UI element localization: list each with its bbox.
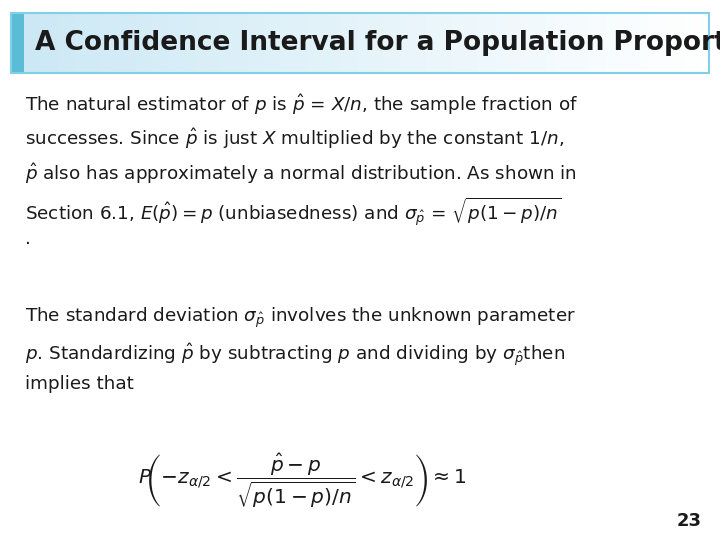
Bar — [392, 14, 401, 73]
Bar — [41, 14, 50, 73]
Bar — [324, 14, 332, 73]
Bar — [58, 14, 66, 73]
Bar — [555, 14, 564, 73]
Bar — [649, 14, 658, 73]
Bar — [641, 14, 649, 73]
Bar — [66, 14, 75, 73]
Bar — [101, 14, 109, 73]
Bar — [495, 14, 503, 73]
Bar — [683, 14, 692, 73]
Bar — [349, 14, 358, 73]
Bar — [127, 14, 135, 73]
Bar — [658, 14, 667, 73]
Bar — [230, 14, 238, 73]
Bar — [161, 14, 169, 73]
Bar — [178, 14, 186, 73]
Bar — [701, 14, 709, 73]
Bar — [75, 14, 84, 73]
Bar — [512, 14, 521, 73]
Bar — [529, 14, 538, 73]
Bar — [32, 14, 41, 73]
Bar — [624, 14, 632, 73]
Text: $p$. Standardizing $\hat{p}$ by subtracting $p$ and dividing by $\sigma_{\hat{p}: $p$. Standardizing $\hat{p}$ by subtract… — [25, 341, 565, 368]
Text: A Confidence Interval for a Population Proportion: A Confidence Interval for a Population P… — [35, 30, 720, 56]
Bar — [478, 14, 487, 73]
Bar — [281, 14, 289, 73]
Bar — [289, 14, 298, 73]
Bar — [11, 14, 709, 73]
Bar — [572, 14, 581, 73]
Bar — [298, 14, 307, 73]
Bar — [409, 14, 418, 73]
Bar — [272, 14, 281, 73]
Bar — [24, 14, 32, 73]
Bar — [632, 14, 641, 73]
Bar — [255, 14, 264, 73]
Bar — [606, 14, 615, 73]
Bar — [401, 14, 410, 73]
Text: .: . — [25, 230, 31, 248]
Bar — [426, 14, 435, 73]
Bar — [521, 14, 529, 73]
Text: implies that: implies that — [25, 375, 134, 393]
Bar — [92, 14, 101, 73]
Bar — [366, 14, 375, 73]
Bar — [461, 14, 469, 73]
Text: The standard deviation $\sigma_{\hat{p}}$ involves the unknown parameter: The standard deviation $\sigma_{\hat{p}}… — [25, 306, 576, 330]
Bar — [84, 14, 92, 73]
Bar — [307, 14, 315, 73]
Bar — [564, 14, 572, 73]
Text: Section 6.1, $E(\hat{p}) = p$ (unbiasedness) and $\sigma_{\hat{p}}$ = $\sqrt{p(1: Section 6.1, $E(\hat{p}) = p$ (unbiasedn… — [25, 195, 562, 228]
Bar — [135, 14, 144, 73]
Text: The natural estimator of $p$ is $\hat{p}$ = $X/n$, the sample fraction of: The natural estimator of $p$ is $\hat{p}… — [25, 92, 578, 117]
Bar — [109, 14, 118, 73]
Text: 23: 23 — [677, 512, 702, 530]
Bar — [169, 14, 178, 73]
Bar — [375, 14, 384, 73]
Bar — [469, 14, 478, 73]
Bar — [538, 14, 546, 73]
Bar — [546, 14, 555, 73]
Bar — [358, 14, 366, 73]
Bar — [418, 14, 426, 73]
Bar — [153, 14, 161, 73]
Bar — [332, 14, 341, 73]
Bar — [444, 14, 452, 73]
Bar — [204, 14, 212, 73]
Bar — [589, 14, 598, 73]
Bar — [195, 14, 204, 73]
Bar — [675, 14, 683, 73]
Text: $P\!\left(-z_{\alpha/2} < \dfrac{\hat{p} - p}{\sqrt{p(1-p)/n}} < z_{\alpha/2}\ri: $P\!\left(-z_{\alpha/2} < \dfrac{\hat{p}… — [138, 451, 467, 510]
Bar — [598, 14, 606, 73]
Bar — [487, 14, 495, 73]
Bar — [341, 14, 349, 73]
Bar — [667, 14, 675, 73]
Text: $\hat{p}$ also has approximately a normal distribution. As shown in: $\hat{p}$ also has approximately a norma… — [25, 161, 577, 186]
Bar — [144, 14, 152, 73]
Bar — [435, 14, 444, 73]
Bar — [11, 14, 24, 73]
Bar — [315, 14, 324, 73]
Bar — [264, 14, 272, 73]
Bar — [503, 14, 512, 73]
Bar — [118, 14, 127, 73]
Bar — [238, 14, 246, 73]
Bar — [384, 14, 392, 73]
Bar — [50, 14, 58, 73]
Bar — [246, 14, 255, 73]
Bar — [692, 14, 701, 73]
Bar — [615, 14, 624, 73]
Text: successes. Since $\hat{p}$ is just $X$ multiplied by the constant 1/$n$,: successes. Since $\hat{p}$ is just $X$ m… — [25, 126, 564, 151]
Bar — [580, 14, 589, 73]
Bar — [212, 14, 221, 73]
Bar — [186, 14, 195, 73]
Bar — [221, 14, 230, 73]
Bar — [452, 14, 461, 73]
